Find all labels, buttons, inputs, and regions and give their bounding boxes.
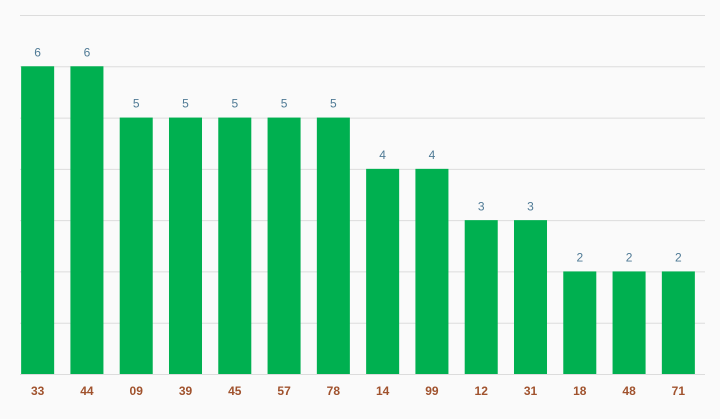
- value-label: 4: [429, 148, 436, 162]
- x-tick-label: 31: [524, 384, 538, 398]
- value-label: 5: [231, 97, 238, 111]
- x-tick-label: 57: [277, 384, 291, 398]
- bar: [168, 117, 203, 375]
- value-label: 5: [281, 97, 288, 111]
- x-tick-label: 14: [376, 384, 390, 398]
- x-tick-label: 99: [425, 384, 439, 398]
- value-label: 3: [478, 199, 485, 213]
- x-tick-label: 48: [622, 384, 636, 398]
- bar: [316, 117, 350, 375]
- x-tick-label: 18: [573, 384, 587, 398]
- bar: [464, 220, 498, 374]
- value-label: 2: [675, 251, 682, 265]
- value-label: 5: [182, 97, 189, 111]
- bar: [366, 168, 400, 374]
- x-tick-label: 12: [475, 384, 489, 398]
- value-label: 6: [34, 45, 41, 59]
- x-tick-label: 45: [228, 384, 242, 398]
- bar: [563, 271, 597, 374]
- value-label: 4: [379, 148, 386, 162]
- bar: [267, 117, 301, 375]
- bar: [612, 271, 646, 374]
- x-tick-label: 39: [179, 384, 193, 398]
- value-label: 2: [576, 251, 583, 265]
- bar: [661, 271, 695, 374]
- bar: [218, 117, 252, 375]
- x-tick-label: 71: [672, 384, 686, 398]
- x-tick-label: 78: [327, 384, 341, 398]
- value-label: 5: [133, 97, 140, 111]
- bar: [513, 220, 548, 374]
- x-tick-label: 09: [130, 384, 144, 398]
- bar: [70, 66, 104, 375]
- value-label: 5: [330, 97, 337, 111]
- bar: [415, 168, 449, 374]
- x-tick-label: 33: [31, 384, 45, 398]
- value-label: 3: [527, 199, 534, 213]
- bar: [119, 117, 153, 375]
- x-tick-label: 44: [80, 384, 94, 398]
- value-label: 2: [626, 251, 633, 265]
- bar: [21, 66, 55, 375]
- value-label: 6: [84, 45, 91, 59]
